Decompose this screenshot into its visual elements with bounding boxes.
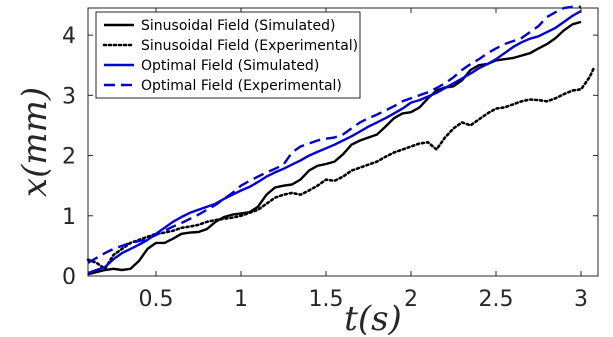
x-tick-label: 1.5 [309,287,344,312]
x-axis-label: t(s) [344,299,402,337]
y-tick-label: 2 [62,145,76,170]
x-tick-label: 2 [404,287,418,312]
ticks-layer: 0.5 1 1.5 2 2.5 3 0 1 2 3 4 [62,8,598,312]
x-tick-label: 1 [234,287,248,312]
legend-label: Sinusoidal Field (Simulated) [141,18,336,34]
legend-label: Sinusoidal Field (Experimental) [141,38,358,54]
y-tick-label: 0 [62,265,76,290]
y-axis-label: x(mm) [15,87,55,197]
legend-box [95,11,361,99]
x-tick-label: 0.5 [139,287,174,312]
legend-label: Optimal Field (Simulated) [141,58,319,74]
x-tick-label: 2.5 [479,287,514,312]
series-layer [86,5,596,276]
x-tick-label: 3 [574,287,588,312]
plot-area: 0.5 1 1.5 2 2.5 3 0 1 2 3 4 [62,5,599,312]
series-line-2 [86,65,596,271]
legend-label: Optimal Field (Experimental) [141,78,342,94]
y-tick-label: 4 [62,24,76,49]
series-line-3 [87,9,582,275]
plot-frame [87,7,599,277]
series-line-1 [87,20,582,276]
y-tick-label: 1 [62,205,76,230]
legend: Sinusoidal Field (Simulated) Sinusoidal F… [95,11,361,99]
y-tick-label: 3 [62,84,76,109]
series-line-4 [87,5,581,264]
